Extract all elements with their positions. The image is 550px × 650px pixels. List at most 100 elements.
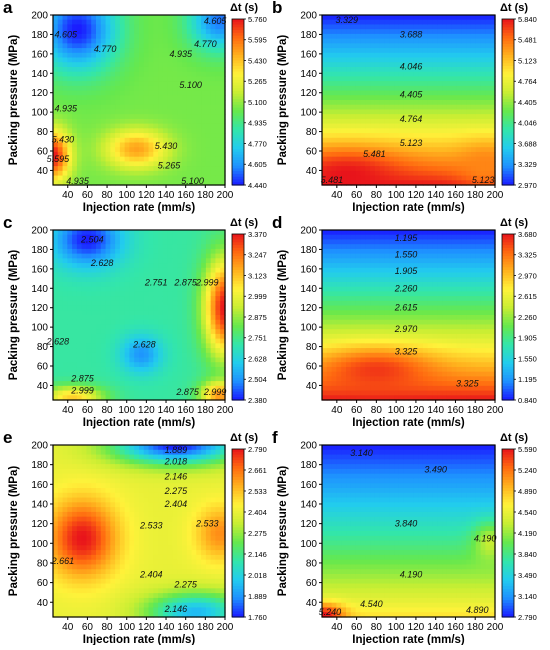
heatmap-cell bbox=[82, 291, 87, 296]
heatmap-cell bbox=[370, 105, 375, 110]
heatmap-cell bbox=[466, 152, 471, 157]
heatmap-cell bbox=[58, 95, 63, 100]
heatmap-cell bbox=[149, 133, 154, 138]
heatmap-cell bbox=[172, 119, 177, 124]
heatmap-cell bbox=[53, 287, 58, 292]
heatmap-cell bbox=[101, 67, 106, 72]
heatmap-cell bbox=[327, 296, 332, 301]
heatmap-cell bbox=[365, 315, 370, 320]
heatmap-cell bbox=[476, 105, 481, 110]
heatmap-cell bbox=[476, 114, 481, 119]
heatmap-cell bbox=[192, 24, 197, 29]
heatmap-cell bbox=[129, 171, 134, 176]
heatmap-cell bbox=[206, 268, 211, 273]
heatmap-cell bbox=[442, 161, 447, 166]
heatmap-cell bbox=[96, 58, 101, 63]
heatmap-cell bbox=[144, 138, 149, 143]
heatmap-cell bbox=[215, 339, 220, 344]
heatmap-cell bbox=[351, 381, 356, 386]
heatmap-cell bbox=[139, 34, 144, 39]
heatmap-cell bbox=[153, 34, 158, 39]
heatmap-cell bbox=[409, 53, 414, 58]
heatmap-cell bbox=[91, 20, 96, 25]
heatmap-cell bbox=[187, 348, 192, 353]
heatmap-cell bbox=[389, 376, 394, 381]
heatmap-cell bbox=[466, 128, 471, 133]
heatmap-cell bbox=[139, 138, 144, 143]
heatmap-cell bbox=[158, 343, 163, 348]
heatmap-cell bbox=[53, 254, 58, 259]
heatmap-cell bbox=[187, 128, 192, 133]
heatmap-cell bbox=[336, 287, 341, 292]
heatmap-cell bbox=[327, 124, 332, 129]
heatmap-cell bbox=[91, 282, 96, 287]
heatmap-cell bbox=[53, 320, 58, 325]
heatmap-cell bbox=[153, 39, 158, 44]
heatmap-cell bbox=[360, 91, 365, 96]
heatmap-cell bbox=[177, 29, 182, 34]
heatmap-cell bbox=[53, 119, 58, 124]
heatmap-cell bbox=[433, 20, 438, 25]
heatmap-cell bbox=[106, 124, 111, 129]
heatmap-cell bbox=[177, 268, 182, 273]
heatmap-cell bbox=[211, 268, 216, 273]
heatmap-cell bbox=[322, 39, 327, 44]
heatmap-cell bbox=[341, 230, 346, 235]
heatmap-cell bbox=[322, 230, 327, 235]
heatmap-cell bbox=[375, 20, 380, 25]
heatmap-cell bbox=[437, 161, 442, 166]
heatmap-cell bbox=[351, 138, 356, 143]
heatmap-cell bbox=[394, 114, 399, 119]
heatmap-cell bbox=[346, 386, 351, 391]
heatmap-cell bbox=[182, 320, 187, 325]
heatmap-cell bbox=[67, 254, 72, 259]
heatmap-cell bbox=[158, 386, 163, 391]
heatmap-cell bbox=[196, 268, 201, 273]
heatmap-cell bbox=[322, 152, 327, 157]
heatmap-cell bbox=[172, 263, 177, 268]
heatmap-cell bbox=[375, 72, 380, 77]
heatmap-cell bbox=[206, 343, 211, 348]
heatmap-cell bbox=[466, 143, 471, 148]
heatmap-cell bbox=[182, 348, 187, 353]
heatmap-cell bbox=[125, 287, 130, 292]
heatmap-cell bbox=[375, 339, 380, 344]
heatmap-cell bbox=[370, 67, 375, 72]
heatmap-cell bbox=[370, 287, 375, 292]
heatmap-cell bbox=[120, 358, 125, 363]
heatmap-cell bbox=[192, 301, 197, 306]
heatmap-cell bbox=[461, 15, 466, 20]
heatmap-cell bbox=[63, 324, 68, 329]
heatmap-cell bbox=[341, 128, 346, 133]
heatmap-cell bbox=[346, 287, 351, 292]
heatmap-cell bbox=[211, 72, 216, 77]
heatmap-cell bbox=[168, 301, 173, 306]
heatmap-cell bbox=[332, 348, 337, 353]
heatmap-cell bbox=[168, 334, 173, 339]
x-tick-label: 200 bbox=[487, 190, 504, 201]
heatmap-cell bbox=[428, 39, 433, 44]
heatmap-cell bbox=[134, 376, 139, 381]
heatmap-cell bbox=[476, 53, 481, 58]
heatmap-cell bbox=[82, 152, 87, 157]
heatmap-cell bbox=[322, 34, 327, 39]
heatmap-cell bbox=[91, 348, 96, 353]
heatmap-cell bbox=[457, 48, 462, 53]
heatmap-cell bbox=[413, 166, 418, 171]
heatmap-cell bbox=[211, 339, 216, 344]
heatmap-cell bbox=[341, 320, 346, 325]
heatmap-cell bbox=[82, 53, 87, 58]
heatmap-cell bbox=[394, 376, 399, 381]
heatmap-cell bbox=[336, 67, 341, 72]
heatmap-cell bbox=[67, 15, 72, 20]
heatmap-cell bbox=[163, 310, 168, 315]
heatmap-cell bbox=[332, 244, 337, 249]
heatmap-cell bbox=[153, 329, 158, 334]
heatmap-cell bbox=[215, 152, 220, 157]
heatmap-cell bbox=[192, 119, 197, 124]
heatmap-cell bbox=[101, 157, 106, 162]
heatmap-cell bbox=[163, 43, 168, 48]
heatmap-cell bbox=[91, 152, 96, 157]
heatmap-cell bbox=[346, 152, 351, 157]
heatmap-cell bbox=[437, 86, 442, 91]
